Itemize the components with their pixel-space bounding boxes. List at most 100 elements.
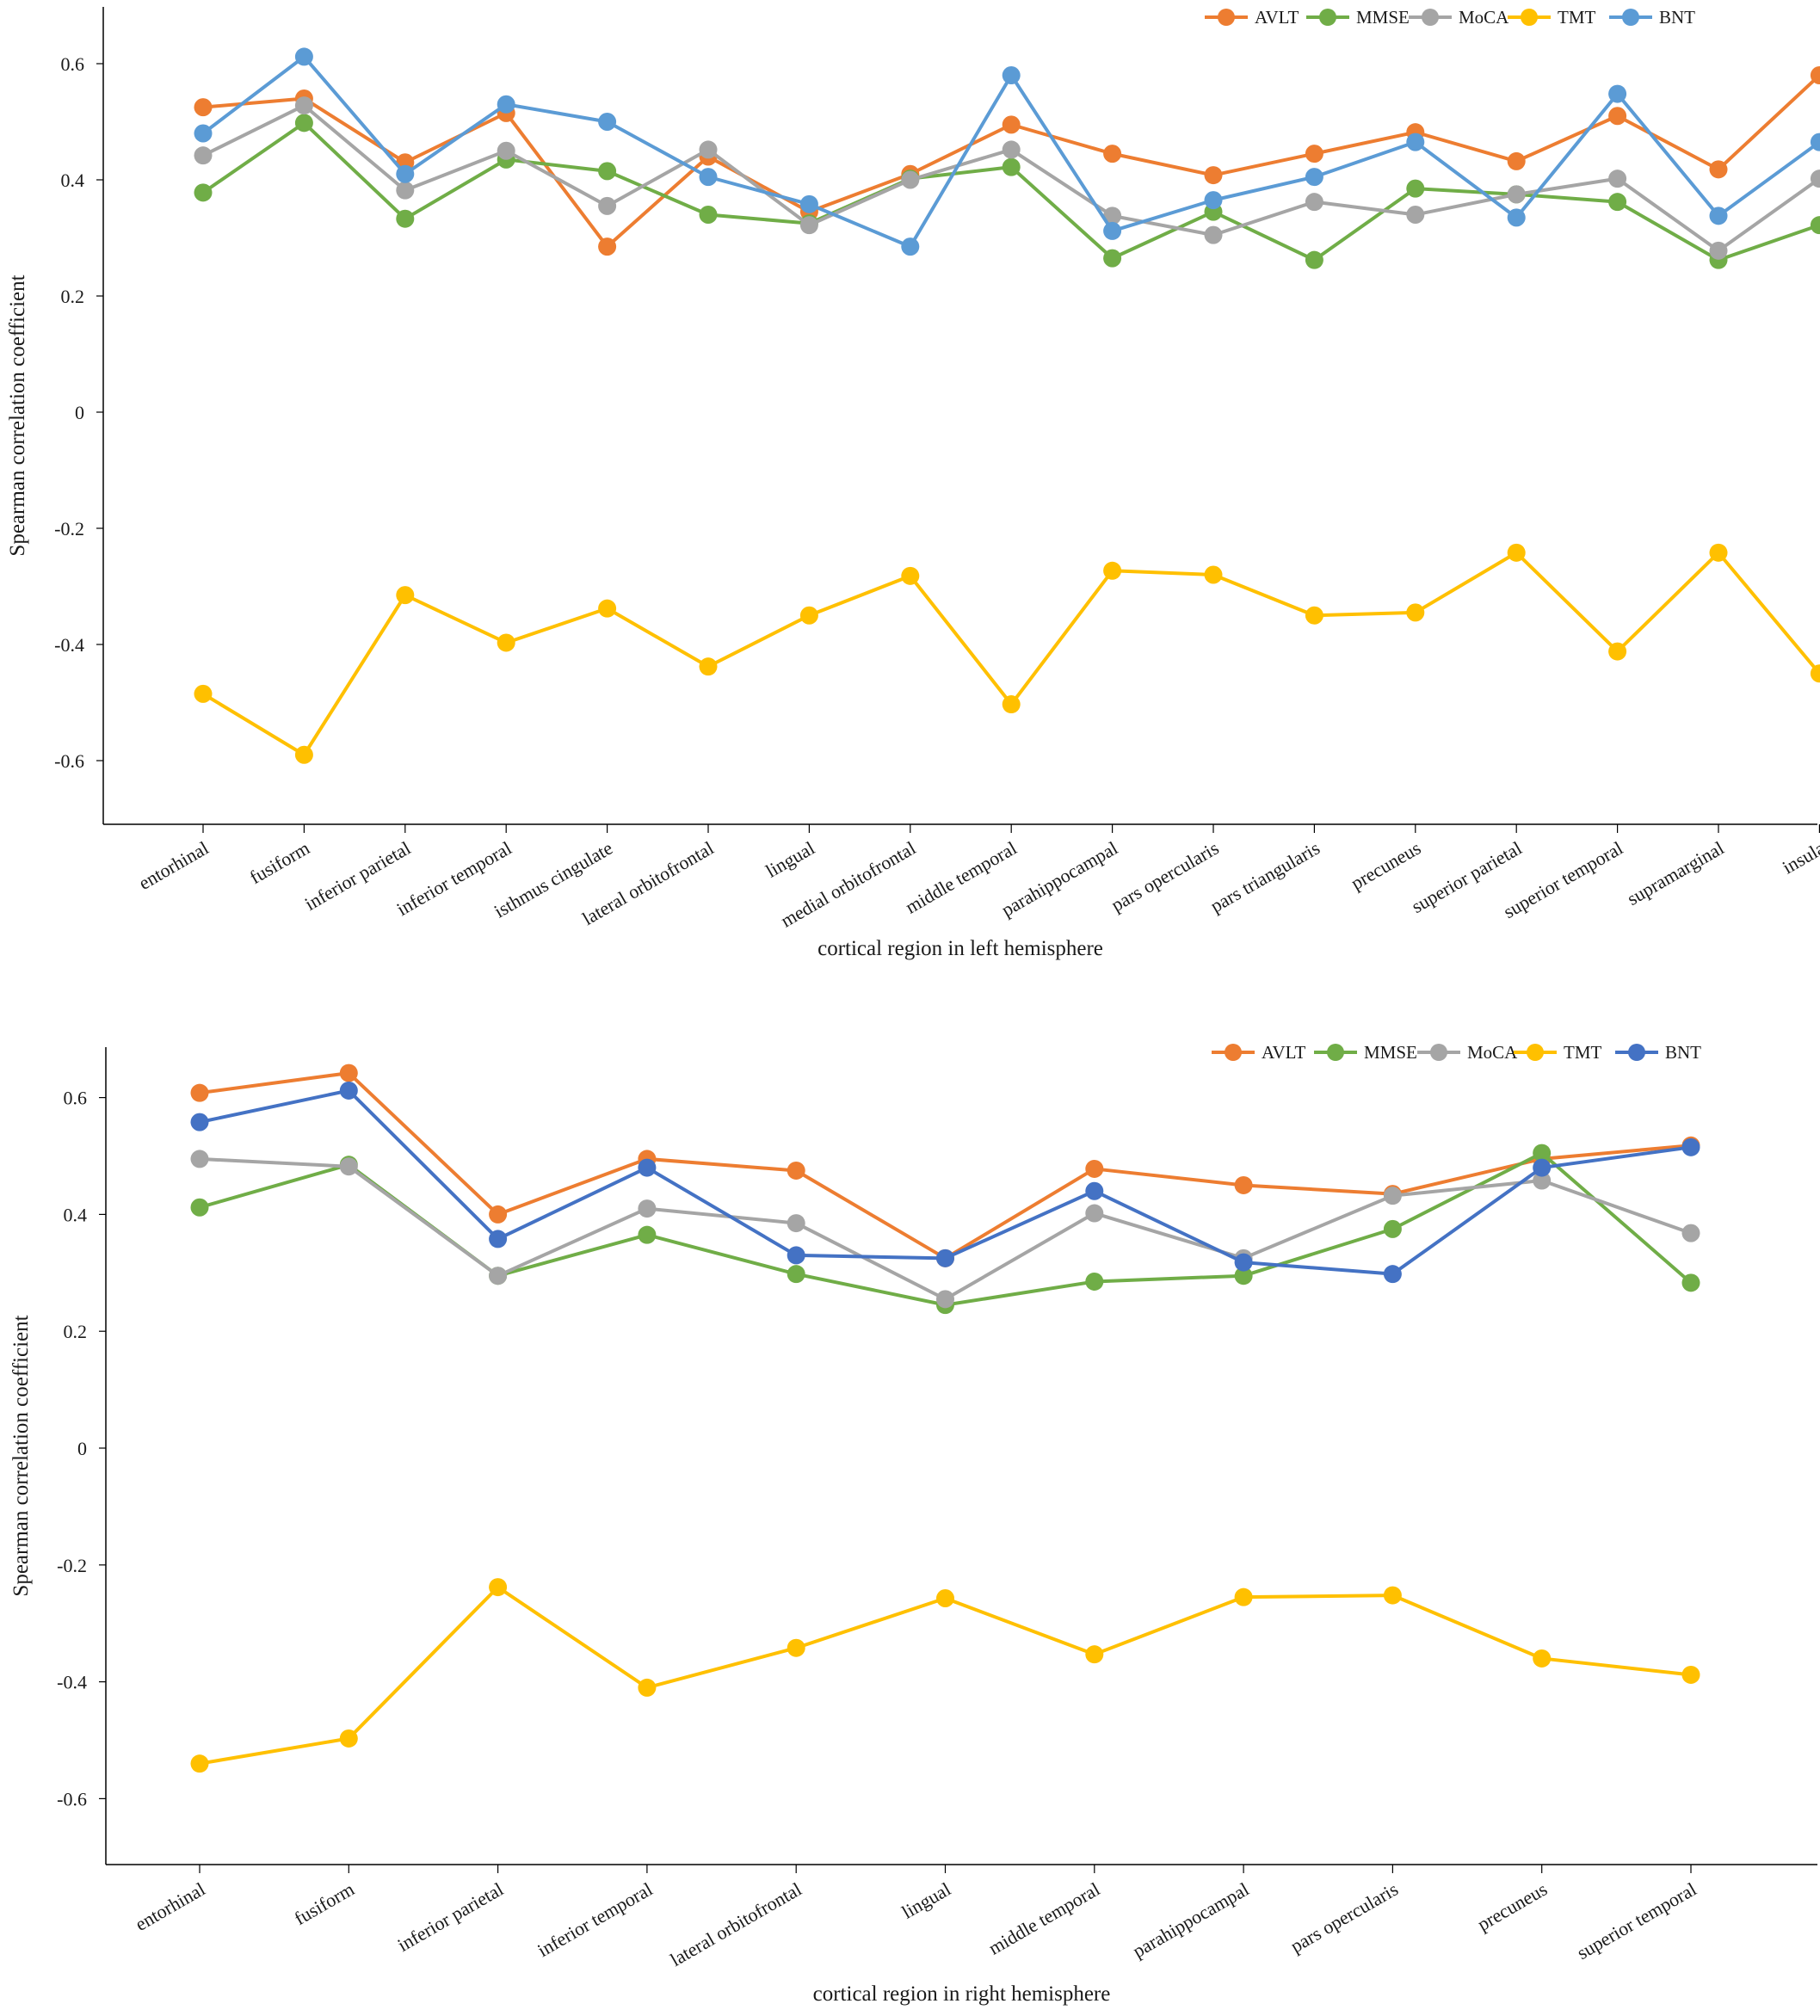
x-axis-label: cortical region in right hemisphere [813, 1982, 1111, 2006]
legend-label: TMT [1564, 1042, 1602, 1063]
legend-label: AVLT [1255, 7, 1299, 28]
data-point-bnt-lateral-orbitofrontal [787, 1246, 805, 1264]
data-point-tmt-entorhinal [194, 685, 213, 703]
data-point-tmt-parahippocampal [1235, 1588, 1253, 1606]
legend-swatch-marker [1225, 1044, 1242, 1061]
data-point-bnt-middle-temporal [1003, 66, 1021, 84]
data-point-tmt-pars-opercularis [1205, 566, 1223, 584]
data-point-tmt-lateral-orbitofrontal [700, 657, 718, 675]
data-point-moca-inferior-temporal [638, 1199, 656, 1218]
data-point-mmse-fusiform [295, 114, 313, 132]
data-point-avlt-entorhinal [194, 98, 213, 116]
data-point-bnt-isthmus-cingulate [598, 113, 616, 131]
data-point-mmse-inferior-parietal [396, 210, 414, 228]
data-point-bnt-middle-temporal [1085, 1182, 1103, 1200]
y-tick-label: -0.2 [57, 1555, 87, 1576]
data-point-mmse-pars-triangularis [1305, 251, 1323, 269]
data-point-tmt-supramarginal [1710, 544, 1728, 562]
data-point-bnt-lateral-orbitofrontal [700, 168, 718, 186]
data-point-moca-entorhinal [194, 146, 213, 164]
data-point-tmt-parahippocampal [1103, 562, 1121, 580]
data-point-tmt-pars-triangularis [1305, 607, 1323, 625]
data-point-tmt-lateral-orbitofrontal [787, 1639, 805, 1657]
data-point-tmt-fusiform [340, 1729, 358, 1748]
data-point-bnt-fusiform [295, 47, 313, 65]
data-point-bnt-pars-opercularis [1384, 1265, 1402, 1283]
data-point-avlt-pars-opercularis [1205, 166, 1223, 184]
data-point-moca-pars-triangularis [1305, 193, 1323, 211]
data-point-tmt-lingual [936, 1589, 954, 1607]
legend-label: AVLT [1262, 1042, 1306, 1063]
data-point-bnt-inferior-parietal [396, 165, 414, 183]
data-point-bnt-medial-orbitofrontal [901, 237, 919, 256]
data-point-bnt-precuneus [1533, 1159, 1551, 1177]
data-point-bnt-supramarginal [1710, 207, 1728, 225]
data-point-moca-lingual [936, 1290, 954, 1308]
y-tick-label: 0.6 [64, 1088, 88, 1109]
y-tick-label: 0.4 [61, 170, 85, 191]
data-point-bnt-precuneus [1406, 133, 1424, 151]
data-point-avlt-fusiform [340, 1064, 358, 1082]
data-point-moca-inferior-temporal [497, 142, 515, 160]
y-tick-label: -0.2 [54, 518, 84, 539]
y-tick-label: -0.4 [54, 634, 84, 656]
data-point-avlt-isthmus-cingulate [598, 237, 616, 256]
data-point-moca-medial-orbitofrontal [901, 171, 919, 189]
data-point-avlt-parahippocampal [1235, 1176, 1253, 1194]
data-point-bnt-entorhinal [194, 125, 213, 143]
data-point-bnt-inferior-temporal [497, 96, 515, 114]
y-tick-label: 0.6 [61, 53, 85, 75]
data-point-moca-superior-temporal [1608, 170, 1626, 188]
legend-label: MMSE [1364, 1042, 1417, 1063]
data-point-mmse-middle-temporal [1003, 158, 1021, 176]
data-point-bnt-lingual [936, 1249, 954, 1267]
data-point-tmt-isthmus-cingulate [598, 600, 616, 618]
data-point-avlt-entorhinal [191, 1084, 209, 1102]
legend-label: BNT [1659, 7, 1695, 28]
legend-swatch-marker [1319, 9, 1336, 26]
data-point-moca-pars-opercularis [1384, 1187, 1402, 1205]
data-point-avlt-middle-temporal [1085, 1160, 1103, 1178]
data-point-tmt-fusiform [295, 746, 313, 764]
data-point-tmt-precuneus [1533, 1649, 1551, 1668]
legend-swatch-marker [1327, 1044, 1344, 1061]
data-point-moca-isthmus-cingulate [598, 197, 616, 215]
legend-swatch-marker [1521, 9, 1538, 26]
data-point-avlt-pars-triangularis [1305, 145, 1323, 163]
y-tick-label: -0.6 [54, 750, 84, 772]
data-point-bnt-superior-temporal [1608, 85, 1626, 103]
data-point-tmt-superior-temporal [1608, 643, 1626, 661]
data-point-bnt-inferior-parietal [489, 1230, 507, 1248]
data-point-bnt-superior-temporal [1682, 1138, 1700, 1156]
y-tick-label: 0.4 [64, 1204, 88, 1225]
data-point-bnt-fusiform [340, 1082, 358, 1100]
data-point-avlt-lateral-orbitofrontal [787, 1162, 805, 1180]
y-tick-label: -0.6 [57, 1788, 87, 1809]
data-point-moca-middle-temporal [1085, 1205, 1103, 1223]
data-point-bnt-superior-parietal [1508, 208, 1526, 226]
legend-swatch-marker [1422, 9, 1439, 26]
y-tick-label: -0.4 [57, 1672, 87, 1693]
data-point-tmt-lingual [800, 607, 818, 625]
data-point-bnt-parahippocampal [1235, 1254, 1253, 1272]
data-point-moca-lateral-orbitofrontal [700, 140, 718, 158]
data-point-moca-inferior-parietal [489, 1267, 507, 1285]
data-point-tmt-inferior-temporal [497, 633, 515, 651]
legend-swatch-marker [1622, 9, 1639, 26]
data-point-bnt-pars-opercularis [1205, 191, 1223, 209]
y-tick-label: 0.2 [64, 1321, 88, 1342]
data-point-moca-superior-parietal [1508, 185, 1526, 203]
data-point-tmt-inferior-parietal [396, 586, 414, 604]
legend-label: MoCA [1459, 7, 1509, 28]
data-point-tmt-pars-opercularis [1384, 1587, 1402, 1605]
data-point-tmt-middle-temporal [1003, 695, 1021, 713]
data-point-mmse-superior-temporal [1608, 193, 1626, 211]
data-point-mmse-superior-temporal [1682, 1273, 1700, 1292]
data-point-mmse-parahippocampal [1103, 250, 1121, 268]
data-point-tmt-entorhinal [191, 1754, 209, 1772]
data-point-moca-pars-opercularis [1205, 226, 1223, 244]
data-point-tmt-inferior-parietal [489, 1578, 507, 1596]
data-point-mmse-middle-temporal [1085, 1273, 1103, 1291]
